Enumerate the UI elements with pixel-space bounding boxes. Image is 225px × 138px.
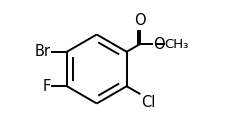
Text: Cl: Cl	[140, 95, 155, 110]
Text: O: O	[133, 13, 145, 28]
Text: O: O	[152, 37, 164, 52]
Text: F: F	[42, 79, 50, 94]
Text: Br: Br	[34, 44, 50, 59]
Text: CH₃: CH₃	[164, 38, 188, 51]
